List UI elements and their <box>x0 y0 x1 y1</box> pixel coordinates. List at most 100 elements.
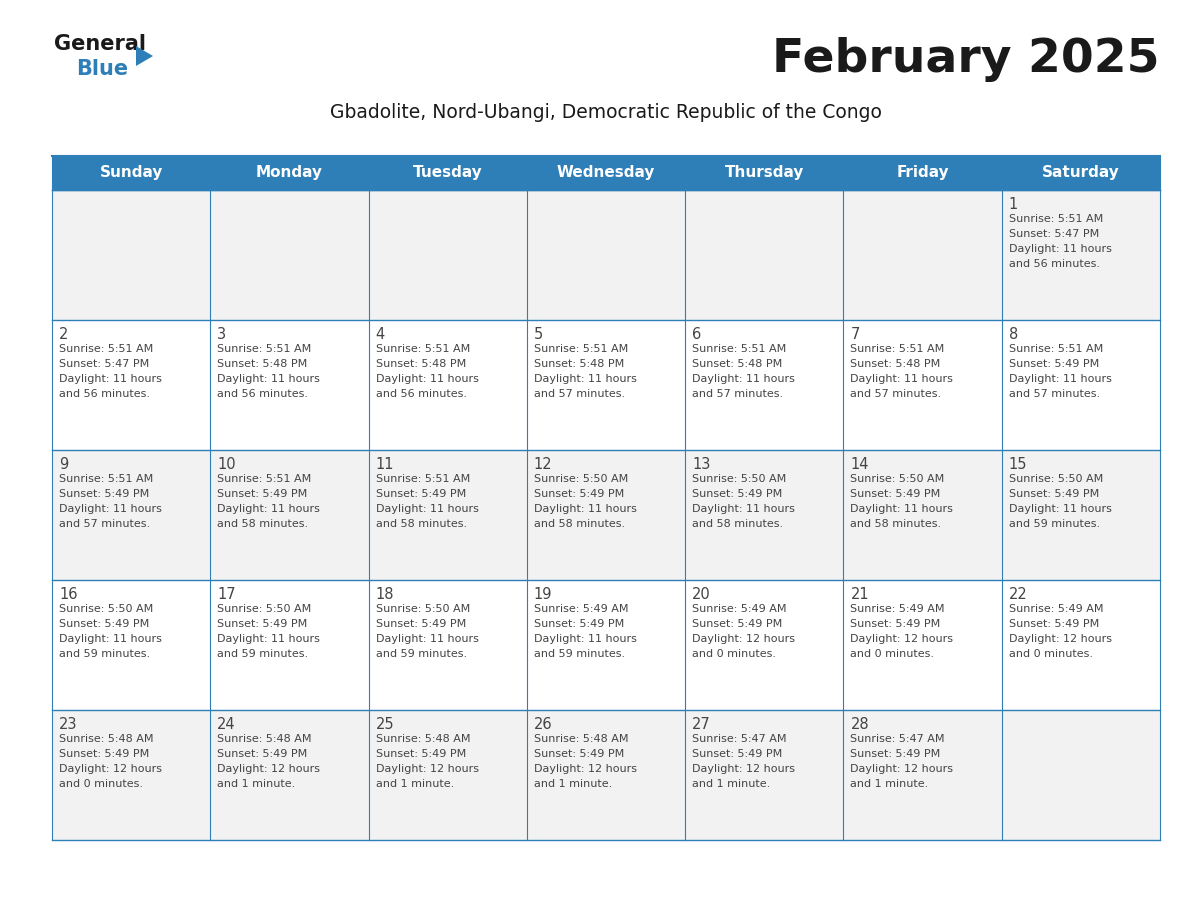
Text: and 59 minutes.: and 59 minutes. <box>533 649 625 659</box>
Text: Daylight: 11 hours: Daylight: 11 hours <box>217 374 320 384</box>
Text: Sunset: 5:49 PM: Sunset: 5:49 PM <box>693 489 783 499</box>
Text: 28: 28 <box>851 717 870 732</box>
Text: Sunrise: 5:51 AM: Sunrise: 5:51 AM <box>217 474 311 484</box>
Text: Daylight: 11 hours: Daylight: 11 hours <box>59 374 162 384</box>
Text: and 56 minutes.: and 56 minutes. <box>375 389 467 399</box>
Text: and 59 minutes.: and 59 minutes. <box>1009 519 1100 529</box>
Text: Tuesday: Tuesday <box>413 165 482 181</box>
Text: Sunrise: 5:50 AM: Sunrise: 5:50 AM <box>59 604 153 614</box>
Bar <box>52 450 1159 580</box>
Text: Sunrise: 5:50 AM: Sunrise: 5:50 AM <box>375 604 469 614</box>
Text: Sunrise: 5:51 AM: Sunrise: 5:51 AM <box>375 344 469 354</box>
Text: and 59 minutes.: and 59 minutes. <box>59 649 150 659</box>
Text: Daylight: 12 hours: Daylight: 12 hours <box>217 764 321 774</box>
Text: 16: 16 <box>59 587 77 602</box>
Text: Sunrise: 5:51 AM: Sunrise: 5:51 AM <box>217 344 311 354</box>
Text: Daylight: 12 hours: Daylight: 12 hours <box>533 764 637 774</box>
Text: 27: 27 <box>693 717 710 732</box>
Text: and 59 minutes.: and 59 minutes. <box>217 649 309 659</box>
Text: Sunrise: 5:47 AM: Sunrise: 5:47 AM <box>693 734 786 744</box>
Text: Sunset: 5:49 PM: Sunset: 5:49 PM <box>693 619 783 629</box>
Text: Sunset: 5:49 PM: Sunset: 5:49 PM <box>59 749 150 759</box>
Text: 11: 11 <box>375 457 394 472</box>
Text: 13: 13 <box>693 457 710 472</box>
Bar <box>52 320 1159 450</box>
Text: Sunset: 5:49 PM: Sunset: 5:49 PM <box>851 489 941 499</box>
Text: and 1 minute.: and 1 minute. <box>533 779 612 789</box>
Text: Sunset: 5:47 PM: Sunset: 5:47 PM <box>59 359 150 369</box>
Text: Daylight: 12 hours: Daylight: 12 hours <box>851 764 954 774</box>
Text: Sunset: 5:49 PM: Sunset: 5:49 PM <box>533 749 624 759</box>
Text: 9: 9 <box>59 457 68 472</box>
Text: Daylight: 12 hours: Daylight: 12 hours <box>693 634 795 644</box>
Text: Sunrise: 5:50 AM: Sunrise: 5:50 AM <box>533 474 628 484</box>
Text: Daylight: 11 hours: Daylight: 11 hours <box>851 374 953 384</box>
Text: Daylight: 11 hours: Daylight: 11 hours <box>693 374 795 384</box>
Text: Sunset: 5:49 PM: Sunset: 5:49 PM <box>851 749 941 759</box>
Text: Daylight: 11 hours: Daylight: 11 hours <box>59 504 162 514</box>
Text: Sunrise: 5:48 AM: Sunrise: 5:48 AM <box>533 734 628 744</box>
Text: Sunrise: 5:48 AM: Sunrise: 5:48 AM <box>59 734 153 744</box>
Text: Sunrise: 5:51 AM: Sunrise: 5:51 AM <box>533 344 628 354</box>
Text: Daylight: 12 hours: Daylight: 12 hours <box>1009 634 1112 644</box>
Text: Sunset: 5:49 PM: Sunset: 5:49 PM <box>1009 489 1099 499</box>
Text: and 0 minutes.: and 0 minutes. <box>851 649 935 659</box>
Text: Daylight: 11 hours: Daylight: 11 hours <box>1009 374 1112 384</box>
Text: 17: 17 <box>217 587 236 602</box>
Text: Sunrise: 5:50 AM: Sunrise: 5:50 AM <box>1009 474 1102 484</box>
Text: Sunset: 5:49 PM: Sunset: 5:49 PM <box>375 489 466 499</box>
Text: Daylight: 11 hours: Daylight: 11 hours <box>693 504 795 514</box>
Text: Sunset: 5:47 PM: Sunset: 5:47 PM <box>1009 229 1099 239</box>
Text: Sunset: 5:48 PM: Sunset: 5:48 PM <box>217 359 308 369</box>
Text: 5: 5 <box>533 327 543 342</box>
Text: Sunset: 5:48 PM: Sunset: 5:48 PM <box>693 359 783 369</box>
Text: Daylight: 12 hours: Daylight: 12 hours <box>59 764 162 774</box>
Text: Sunrise: 5:50 AM: Sunrise: 5:50 AM <box>851 474 944 484</box>
Text: Sunrise: 5:51 AM: Sunrise: 5:51 AM <box>851 344 944 354</box>
Text: Sunrise: 5:47 AM: Sunrise: 5:47 AM <box>851 734 944 744</box>
Text: and 57 minutes.: and 57 minutes. <box>59 519 150 529</box>
Text: and 56 minutes.: and 56 minutes. <box>1009 259 1100 269</box>
Text: 4: 4 <box>375 327 385 342</box>
Text: Sunrise: 5:48 AM: Sunrise: 5:48 AM <box>375 734 470 744</box>
Bar <box>52 190 1159 320</box>
Text: Sunset: 5:49 PM: Sunset: 5:49 PM <box>59 619 150 629</box>
Text: February 2025: February 2025 <box>772 38 1159 83</box>
Text: Wednesday: Wednesday <box>557 165 656 181</box>
Text: Sunset: 5:48 PM: Sunset: 5:48 PM <box>851 359 941 369</box>
Text: Sunrise: 5:49 AM: Sunrise: 5:49 AM <box>851 604 944 614</box>
Text: Sunrise: 5:51 AM: Sunrise: 5:51 AM <box>59 344 153 354</box>
Text: 10: 10 <box>217 457 236 472</box>
Text: 23: 23 <box>59 717 77 732</box>
Text: Sunrise: 5:51 AM: Sunrise: 5:51 AM <box>693 344 786 354</box>
Text: Daylight: 11 hours: Daylight: 11 hours <box>217 504 320 514</box>
Text: Sunrise: 5:49 AM: Sunrise: 5:49 AM <box>693 604 786 614</box>
Text: Sunday: Sunday <box>100 165 163 181</box>
Polygon shape <box>135 46 153 66</box>
Text: Sunset: 5:49 PM: Sunset: 5:49 PM <box>59 489 150 499</box>
Text: Sunset: 5:49 PM: Sunset: 5:49 PM <box>375 619 466 629</box>
Text: Saturday: Saturday <box>1042 165 1120 181</box>
Text: Sunrise: 5:50 AM: Sunrise: 5:50 AM <box>217 604 311 614</box>
Text: 18: 18 <box>375 587 394 602</box>
Text: and 0 minutes.: and 0 minutes. <box>59 779 143 789</box>
Text: Daylight: 11 hours: Daylight: 11 hours <box>851 504 953 514</box>
Text: Sunset: 5:49 PM: Sunset: 5:49 PM <box>217 489 308 499</box>
Text: Sunset: 5:49 PM: Sunset: 5:49 PM <box>533 489 624 499</box>
Text: 6: 6 <box>693 327 701 342</box>
Text: Sunset: 5:49 PM: Sunset: 5:49 PM <box>693 749 783 759</box>
Text: 21: 21 <box>851 587 870 602</box>
Bar <box>52 156 1159 190</box>
Text: Sunrise: 5:51 AM: Sunrise: 5:51 AM <box>59 474 153 484</box>
Text: Friday: Friday <box>896 165 949 181</box>
Text: Monday: Monday <box>255 165 323 181</box>
Text: General: General <box>53 34 146 54</box>
Text: Sunset: 5:48 PM: Sunset: 5:48 PM <box>533 359 624 369</box>
Text: 25: 25 <box>375 717 394 732</box>
Text: Sunset: 5:49 PM: Sunset: 5:49 PM <box>1009 359 1099 369</box>
Text: 22: 22 <box>1009 587 1028 602</box>
Bar <box>52 156 1159 840</box>
Text: Sunset: 5:48 PM: Sunset: 5:48 PM <box>375 359 466 369</box>
Text: Sunrise: 5:50 AM: Sunrise: 5:50 AM <box>693 474 786 484</box>
Text: and 1 minute.: and 1 minute. <box>217 779 296 789</box>
